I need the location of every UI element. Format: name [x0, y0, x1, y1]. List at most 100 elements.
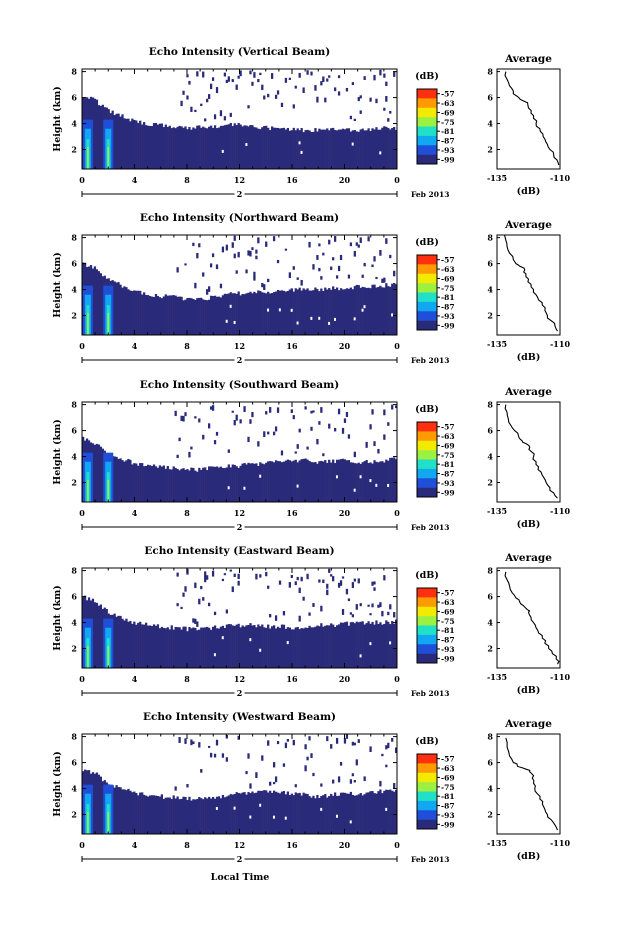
echo-clutter: [339, 580, 343, 586]
echo-clutter: [253, 276, 256, 281]
echo-column: [121, 114, 124, 169]
echo-clutter: [312, 410, 315, 413]
echo-column: [186, 129, 189, 169]
average-y-tick-label: 6: [487, 758, 493, 768]
convective-core: [107, 811, 110, 834]
echo-clutter: [174, 786, 177, 791]
y-tick-label: 6: [71, 259, 77, 269]
echo-column: [286, 127, 290, 169]
echo-clutter: [353, 250, 356, 257]
colorbar-segment: [417, 145, 437, 155]
day-label-bg: [234, 189, 245, 199]
colorbar-segment: [417, 422, 437, 432]
echo-layer: [82, 69, 397, 169]
echo-column: [271, 461, 274, 502]
echo-column: [334, 130, 337, 169]
colorbar-frame: [416, 254, 438, 331]
colorbar-segment: [417, 292, 437, 303]
echo-clutter: [263, 284, 266, 291]
echo-clutter: [190, 739, 193, 746]
colorbar-segment: [417, 320, 437, 331]
echo-clutter: [326, 736, 329, 742]
colorbar-label: -99: [441, 820, 455, 829]
echo-clutter: [391, 404, 394, 410]
echo-clutter: [255, 573, 258, 580]
echo-column: [119, 116, 122, 169]
echo-clutter: [383, 277, 386, 283]
echo-column: [225, 124, 228, 169]
echo-column: [164, 294, 167, 335]
echo-column: [259, 291, 262, 335]
colorbar-segment: [417, 588, 437, 598]
echo-column: [190, 298, 193, 335]
echo-column: [129, 290, 132, 335]
echo-clutter: [274, 426, 278, 432]
echo-column: [274, 628, 278, 668]
echo-column: [326, 625, 329, 668]
echo-column: [282, 461, 286, 502]
average-frame: [496, 567, 561, 669]
echo-column: [158, 123, 162, 169]
colorbar-label: -99: [441, 155, 455, 164]
echo-clutter: [209, 83, 213, 90]
echo-column: [320, 129, 323, 169]
echo-column: [387, 790, 390, 834]
echo-column: [192, 627, 195, 668]
echo-column: [217, 796, 221, 834]
echo-column: [353, 286, 356, 335]
average-title: Average: [504, 219, 552, 231]
echo-column: [280, 290, 284, 335]
echo-column: [290, 461, 293, 502]
echo-layer: [82, 235, 397, 335]
echo-clutter: [227, 449, 230, 453]
echo-clutter: [393, 612, 396, 618]
echo-clutter: [267, 740, 270, 746]
echo-column: [215, 296, 219, 335]
echo-column: [113, 613, 116, 668]
echo-clutter: [265, 411, 268, 415]
echo-column: [182, 300, 185, 335]
echo-column: [156, 124, 160, 169]
echo-column: [381, 624, 384, 668]
echo-column: [387, 460, 390, 502]
echo-column: [353, 463, 356, 502]
echo-clutter: [306, 70, 309, 75]
echo-column: [217, 127, 221, 169]
echo-column: [330, 289, 333, 335]
echo-column: [355, 795, 358, 834]
day-label: 2: [237, 854, 243, 864]
echo-column: [168, 295, 171, 335]
echo-clutter: [363, 262, 366, 267]
echo-column: [363, 130, 366, 169]
echo-column: [381, 793, 384, 834]
echo-column: [131, 118, 134, 169]
echo-clutter: [176, 603, 179, 607]
echo-column: [351, 289, 354, 335]
echo-column: [367, 621, 370, 668]
echo-column: [326, 128, 329, 169]
echo-column: [274, 291, 278, 335]
echo-clutter: [355, 242, 358, 246]
echo-column: [117, 113, 120, 169]
echo-column: [389, 624, 392, 668]
echo-clutter: [385, 764, 388, 768]
echo-column: [200, 127, 203, 169]
echo-clutter: [255, 255, 258, 260]
y-tick-label: 2: [71, 311, 77, 321]
echo-clutter: [249, 783, 252, 789]
echo-column: [145, 795, 148, 834]
colorbar-segment: [417, 644, 437, 654]
echo-column: [381, 127, 384, 169]
echo-column: [213, 625, 217, 668]
echo-column: [178, 296, 181, 335]
echo-column: [249, 463, 252, 502]
echo-clutter: [363, 76, 366, 80]
echo-column: [115, 282, 118, 335]
echo-clutter: [369, 746, 372, 752]
echo-column: [160, 123, 164, 169]
echo-clutter: [373, 74, 376, 81]
echo-clutter: [316, 438, 319, 445]
echo-column: [233, 464, 236, 502]
average-y-tick-label: 4: [487, 618, 493, 628]
x-tick-label: 8: [184, 674, 190, 684]
